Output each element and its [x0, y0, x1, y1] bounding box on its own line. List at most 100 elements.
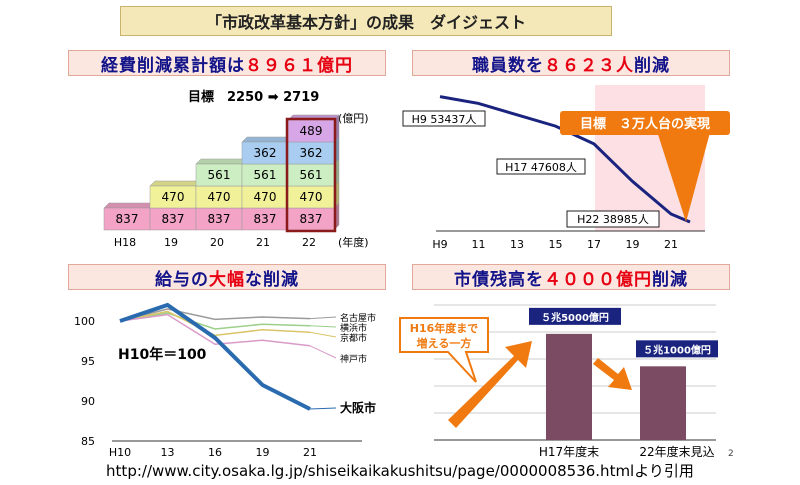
staff-annotation-h22-text: H22 38985人 — [577, 213, 649, 226]
staff-xtick-label: 11 — [472, 238, 486, 251]
debt-bar-value-badge — [636, 340, 718, 358]
debt-bar — [640, 366, 686, 440]
cost-block-value: 362 — [254, 146, 277, 160]
cost-xtick-label: 22 — [302, 236, 316, 249]
staff-annotation-h17: H17 47608人 — [496, 158, 586, 175]
cost-block-value: 561 — [208, 168, 231, 182]
debt-callout-line2: 増える一方 — [417, 336, 472, 350]
cost-xtick-label: 19 — [164, 236, 178, 249]
cost-target-text: 目標 2250 ➡ 2719 — [188, 89, 319, 105]
debt-callout: H16年度まで 増える一方 — [399, 317, 489, 383]
debt-title-prefix: 市債残高を — [454, 269, 544, 290]
debt-callout-line1: H16年度まで — [410, 321, 479, 335]
salary-series-leader — [309, 407, 337, 410]
salary-ytick-label: 100 — [74, 315, 95, 328]
cost-xtick-label: 21 — [256, 236, 270, 249]
cost-block-value: 470 — [208, 190, 231, 204]
salary-series-label: 名古屋市 — [340, 312, 376, 324]
cost-xtick-label: H18 — [114, 236, 136, 249]
cost-block-value: 470 — [300, 190, 323, 204]
salary-series-leader — [309, 345, 337, 359]
debt-bar-value-label: ５兆1000億円 — [643, 343, 711, 356]
staff-target-box — [560, 111, 730, 135]
cost-block-value: 470 — [254, 190, 277, 204]
cost-block-top — [241, 136, 294, 143]
salary-ytick-label: 90 — [81, 395, 95, 408]
debt-chart: H16年度まで 増える一方 ５兆5000億円 ５兆1000億円 H17年度末 22年… — [399, 304, 718, 459]
debt-xtick-label: H17年度末 — [539, 444, 599, 459]
salary-xtick-label: H10 — [109, 446, 131, 459]
salary-xtick-label: 13 — [161, 446, 175, 459]
cost-total-highlight — [285, 117, 337, 233]
cost-block-top — [149, 180, 202, 187]
salary-series-label: 京都市 — [340, 332, 367, 344]
salary-series-line — [119, 310, 311, 337]
salary-index-label: H10年＝100 — [118, 346, 207, 363]
debt-panel-title: 市債残高を ４０００億円 削減 — [412, 264, 730, 290]
cost-block-value: 561 — [300, 168, 323, 182]
staff-title-highlight: ８６２３人 — [544, 55, 634, 76]
source-footer: http://www.city.osaka.lg.jp/shiseikaikak… — [106, 462, 694, 480]
staff-chart: H9 11 13 15 17 19 21 H9 53437人 H17 47608人 H22 … — [402, 85, 730, 251]
staff-xtick-label: 21 — [664, 238, 678, 251]
staff-xtick-label: 13 — [510, 238, 524, 251]
salary-xtick-label: 19 — [256, 446, 270, 459]
cost-block-value: 837 — [116, 212, 139, 226]
debt-xtick-label: 22年度末見込 — [639, 444, 714, 459]
salary-series-leader — [309, 316, 337, 320]
staff-annotation-h22: H22 38985人 — [566, 210, 660, 228]
debt-bar — [546, 333, 592, 440]
salary-xtick-label: 21 — [303, 446, 317, 459]
cost-title-highlight: ８９６１億円 — [245, 55, 353, 76]
page-title: 「市政改革基本方針」の成果 ダイジェスト — [120, 6, 612, 36]
salary-series-label: 大阪市 — [340, 400, 376, 415]
debt-rising-arrow — [448, 341, 532, 428]
debt-title-suffix: 削減 — [652, 269, 688, 290]
salary-title-prefix: 給与の — [155, 269, 209, 290]
cost-block-top — [195, 158, 248, 165]
salary-series-line — [119, 312, 311, 330]
debt-callout-bubble — [399, 317, 489, 383]
cost-block-value: 489 — [300, 124, 323, 138]
staff-target-arrow — [655, 125, 712, 222]
cost-block-value: 837 — [300, 212, 323, 226]
staff-annotation-h17-text: H17 47608人 — [505, 161, 577, 174]
salary-ytick-label: 95 — [81, 355, 95, 368]
cost-block-value: 470 — [162, 190, 185, 204]
salary-xtick-label: 16 — [208, 446, 222, 459]
cost-block-value: 837 — [254, 212, 277, 226]
cost-block-top — [103, 202, 156, 209]
cost-block-value: 837 — [208, 212, 231, 226]
cost-panel-title: 経費削減累計額は ８９６１億円 — [68, 50, 386, 76]
debt-bar-value-badge — [529, 307, 621, 325]
salary-series-leader — [309, 331, 337, 338]
salary-title-suffix: な削減 — [245, 269, 299, 290]
cost-unit-label: (億円) — [338, 112, 369, 125]
staff-xtick-label: 17 — [587, 238, 601, 251]
cost-xaxis-label: (年度) — [338, 235, 369, 249]
staff-xtick-label: H9 — [432, 238, 447, 251]
salary-ytick-label: 85 — [81, 435, 95, 448]
salary-series-leader — [309, 325, 337, 328]
staff-annotation-h9-text: H9 53437人 — [412, 113, 477, 126]
debt-falling-arrow — [593, 358, 632, 390]
salary-series-line — [119, 308, 311, 322]
staff-title-prefix: 職員数を — [472, 55, 544, 76]
staff-annotation-h9: H9 53437人 — [402, 110, 486, 127]
staff-title-suffix: 削減 — [634, 55, 670, 76]
cost-block-value: 837 — [162, 212, 185, 226]
staff-xtick-label: 19 — [626, 238, 640, 251]
salary-title-highlight: 大幅 — [209, 269, 245, 290]
cost-chart: 目標 2250 ➡ 2719 (億円) (年度) 837 837 470 837 470… — [103, 89, 369, 249]
salary-series-label: 横浜市 — [340, 322, 367, 334]
salary-series-line — [119, 313, 311, 347]
staff-xtick-label: 15 — [549, 238, 563, 251]
salary-series-line — [119, 302, 311, 411]
salary-panel-title: 給与の 大幅 な削減 — [68, 264, 386, 290]
cost-block-value: 362 — [300, 146, 323, 160]
salary-series-label: 神戸市 — [340, 353, 367, 365]
cost-title-prefix: 経費削減累計額は — [101, 55, 245, 76]
cost-block-value: 561 — [254, 168, 277, 182]
